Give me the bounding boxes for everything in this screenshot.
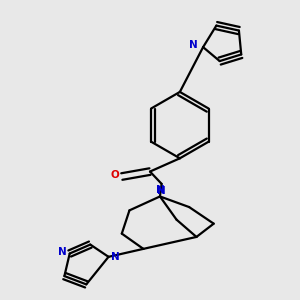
Text: N: N (189, 40, 198, 50)
Text: O: O (110, 170, 119, 180)
Text: N: N (111, 253, 119, 262)
Text: N: N (156, 185, 164, 196)
Text: N: N (58, 247, 67, 256)
Text: N: N (157, 186, 166, 196)
